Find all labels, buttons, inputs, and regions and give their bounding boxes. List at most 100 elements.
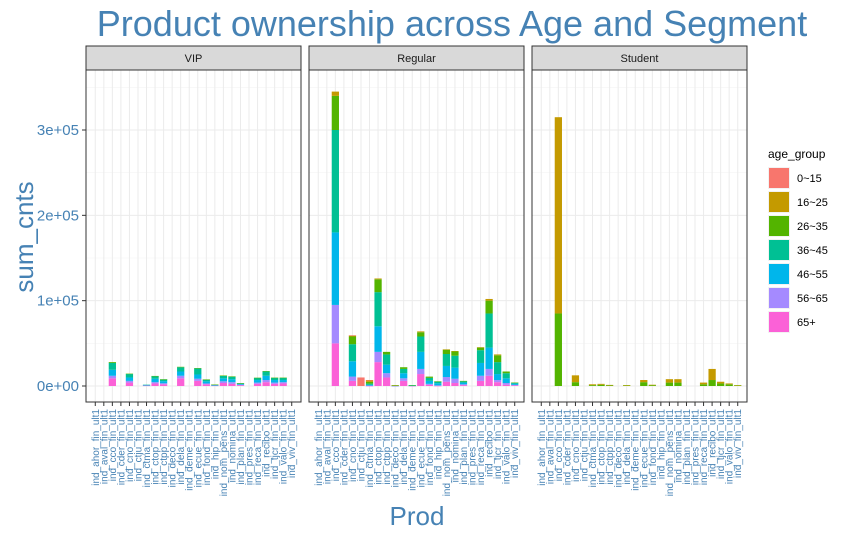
x-tick-label: ind_hip_fin_ult1	[210, 409, 221, 479]
x-tick-label: ind_deme_fin_ult1	[408, 409, 419, 491]
bar-segment-ind-nom-pens-ult1-65	[442, 381, 451, 386]
y-tick-label: 1e+05	[37, 293, 79, 310]
bar-segment-ind-ecue-fin-ult1-56-65	[194, 378, 202, 381]
bar-segment-ind-viv-fin-ult1-36-45	[511, 382, 519, 384]
bar-segment-ind-cno-fin-ult1-16-25	[571, 375, 580, 383]
x-tick-label: ind_ctju_fin_ult1	[579, 409, 590, 482]
bar-segment-ind-reca-fin-ult1-56-65	[253, 382, 262, 384]
x-tick-label: ind_ahor_fin_ult1	[537, 409, 548, 486]
x-tick-label: ind_cder_fin_ult1	[116, 409, 127, 486]
bar-segment-ind-nomina-ult1-26-35	[228, 376, 236, 377]
bar-segment-ind-cno-fin-ult1-65	[125, 382, 134, 386]
bar-segment-ind-nomina-ult1-65	[228, 383, 236, 386]
facet-label-vip: VIP	[185, 53, 203, 65]
x-tick-label: ind_ctma_fin_ult1	[588, 409, 599, 488]
x-tick-label: ind_ecue_fin_ult1	[193, 409, 204, 488]
bar-segment-ind-nom-pens-ult1-26-35	[219, 375, 228, 377]
x-tick-label: ind_cco_fin_ult1	[108, 409, 119, 482]
bar-segment-ind-deco-fin-ult1-16-25	[391, 385, 399, 386]
bar-segment-ind-nom-pens-ult1-36-45	[219, 375, 228, 379]
bar-segment-ind-ctop-fin-ult1-46-55	[374, 326, 382, 352]
bar-segment-ind-plan-fin-ult1-65	[459, 385, 468, 386]
bar-segment-ind-deme-fin-ult1-26-35	[408, 385, 416, 386]
bar-segment-ind-ctpp-fin-ult1-26-35	[159, 379, 168, 380]
x-tick-label: ind_ctpp_fin_ult1	[159, 409, 170, 485]
bar-segment-ind-nom-pens-ult1-46-55	[219, 378, 228, 382]
x-tick-label: ind_plan_fin_ult1	[682, 409, 693, 485]
x-tick-label: ind_deme_fin_ult1	[185, 409, 196, 491]
x-tick-label: ind_hip_fin_ult1	[433, 409, 444, 479]
bar-segment-ind-recibo-ult1-65	[262, 382, 270, 386]
legend-item-16-25: 16~25	[768, 191, 828, 213]
bar-segment-ind-ctma-fin-ult1-36-45	[365, 383, 374, 385]
bar-segment-ind-nomina-ult1-56-65	[451, 378, 459, 384]
bar-segment-ind-reca-fin-ult1-16-25	[476, 347, 485, 348]
legend-item-56-65: 56~65	[768, 287, 828, 309]
bar-segment-ind-reca-fin-ult1-36-45	[253, 377, 262, 381]
bar-segment-ind-cco-fin-ult1-26-35	[108, 362, 116, 363]
bar-segment-ind-valo-fin-ult1-36-45	[502, 373, 510, 379]
bar-segment-ind-ctop-fin-ult1-16-25	[597, 383, 605, 385]
x-tick-label: ind_deco_fin_ult1	[614, 409, 625, 488]
bar-segment-ind-tjcr-fin-ult1-56-65	[271, 382, 279, 384]
bar-segment-ind-tjcr-fin-ult1-26-35	[494, 355, 502, 363]
panel-background	[86, 70, 301, 402]
x-tick-label: ind_ahor_fin_ult1	[314, 409, 325, 486]
bar-segment-ind-ctma-fin-ult1-26-35	[365, 381, 374, 384]
x-tick-label: ind_aval_fin_ult1	[99, 409, 110, 484]
bar-segment-ind-ecue-fin-ult1-16-25	[640, 380, 648, 383]
bar-segment-ind-cco-fin-ult1-56-65	[331, 304, 339, 344]
bar-segment-ind-ecue-fin-ult1-46-55	[417, 351, 425, 369]
panel-border	[531, 69, 748, 403]
legend-label: 26~35	[797, 221, 828, 233]
bar-segment-ind-viv-fin-ult1-16-25	[734, 385, 742, 386]
x-tick-label: ind_ctop_fin_ult1	[151, 409, 162, 485]
bar-segment-ind-cco-fin-ult1-65	[108, 378, 116, 386]
facet-label-student: Student	[621, 53, 659, 65]
x-tick-label: ind_reca_fin_ult1	[253, 409, 264, 486]
bar-segment-ind-ctma-fin-ult1-56-65	[142, 385, 151, 386]
x-tick-label: ind_cder_fin_ult1	[339, 409, 350, 486]
bar-segment-ind-dela-fin-ult1-26-35	[400, 367, 408, 369]
bar-segment-ind-dela-fin-ult1-56-65	[400, 378, 408, 381]
bar-segment-ind-hip-fin-ult1-65	[434, 385, 442, 387]
x-tick-label: ind_plan_fin_ult1	[236, 409, 247, 485]
bar-segment-ind-valo-fin-ult1-56-65	[502, 383, 510, 385]
bar-segment-ind-hip-fin-ult1-46-55	[211, 385, 219, 386]
x-tick-label: ind_deco_fin_ult1	[168, 409, 179, 488]
bar-segment-ind-ecue-fin-ult1-65	[194, 380, 202, 386]
bar-segment-ind-nomina-ult1-26-35	[451, 351, 459, 356]
bar-segment-ind-ctpp-fin-ult1-65	[382, 377, 391, 386]
bar-segment-ind-hip-fin-ult1-46-55	[434, 383, 442, 386]
bar-segment-ind-cco-fin-ult1-26-35	[331, 95, 339, 130]
bar-segment-ind-dela-fin-ult1-65	[177, 378, 185, 386]
bar-segment-ind-nomina-ult1-36-45	[228, 376, 236, 380]
bar-segment-ind-cco-fin-ult1-46-55	[331, 232, 339, 305]
bar-segment-ind-reca-fin-ult1-65	[476, 380, 485, 386]
bar-segment-ind-ctma-fin-ult1-46-55	[365, 384, 374, 386]
bar-segment-ind-ctju-fin-ult1-0-15	[357, 377, 365, 386]
bar-segment-ind-cno-fin-ult1-56-65	[348, 376, 357, 381]
legend-item-46-55: 46~55	[768, 263, 828, 285]
bar-segment-ind-fond-fin-ult1-26-35	[202, 379, 210, 380]
x-tick-label: ind_cder_fin_ult1	[562, 409, 573, 486]
bar-segment-ind-recibo-ult1-65	[485, 375, 493, 386]
bar-segment-ind-reca-fin-ult1-16-25	[699, 382, 708, 385]
x-tick-label: ind_ctpp_fin_ult1	[605, 409, 616, 485]
x-tick-label: ind_viv_fin_ult1	[733, 409, 744, 478]
bar-segment-ind-ecue-fin-ult1-46-55	[194, 374, 202, 379]
bar-segment-ind-fond-fin-ult1-16-25	[648, 384, 656, 386]
bar-segment-ind-tjcr-fin-ult1-16-25	[717, 381, 725, 384]
bar-segment-ind-ctop-fin-ult1-56-65	[374, 351, 382, 363]
bar-segment-ind-reca-fin-ult1-26-35	[699, 384, 708, 386]
x-tick-label: ind_tjcr_fin_ult1	[493, 409, 504, 479]
facet-strip-student	[531, 45, 748, 71]
gridlines	[309, 70, 524, 402]
x-tick-label: ind_ctju_fin_ult1	[356, 409, 367, 482]
bar-segment-ind-recibo-ult1-36-45	[262, 371, 270, 376]
x-tick-label: ind_ecue_fin_ult1	[639, 409, 650, 488]
bar-segment-ind-tjcr-fin-ult1-26-35	[271, 377, 279, 379]
bar-segment-ind-nom-pens-ult1-56-65	[219, 381, 228, 384]
bar-segment-ind-viv-fin-ult1-26-35	[734, 385, 742, 386]
bar-segment-ind-cno-fin-ult1-26-35	[571, 382, 580, 386]
